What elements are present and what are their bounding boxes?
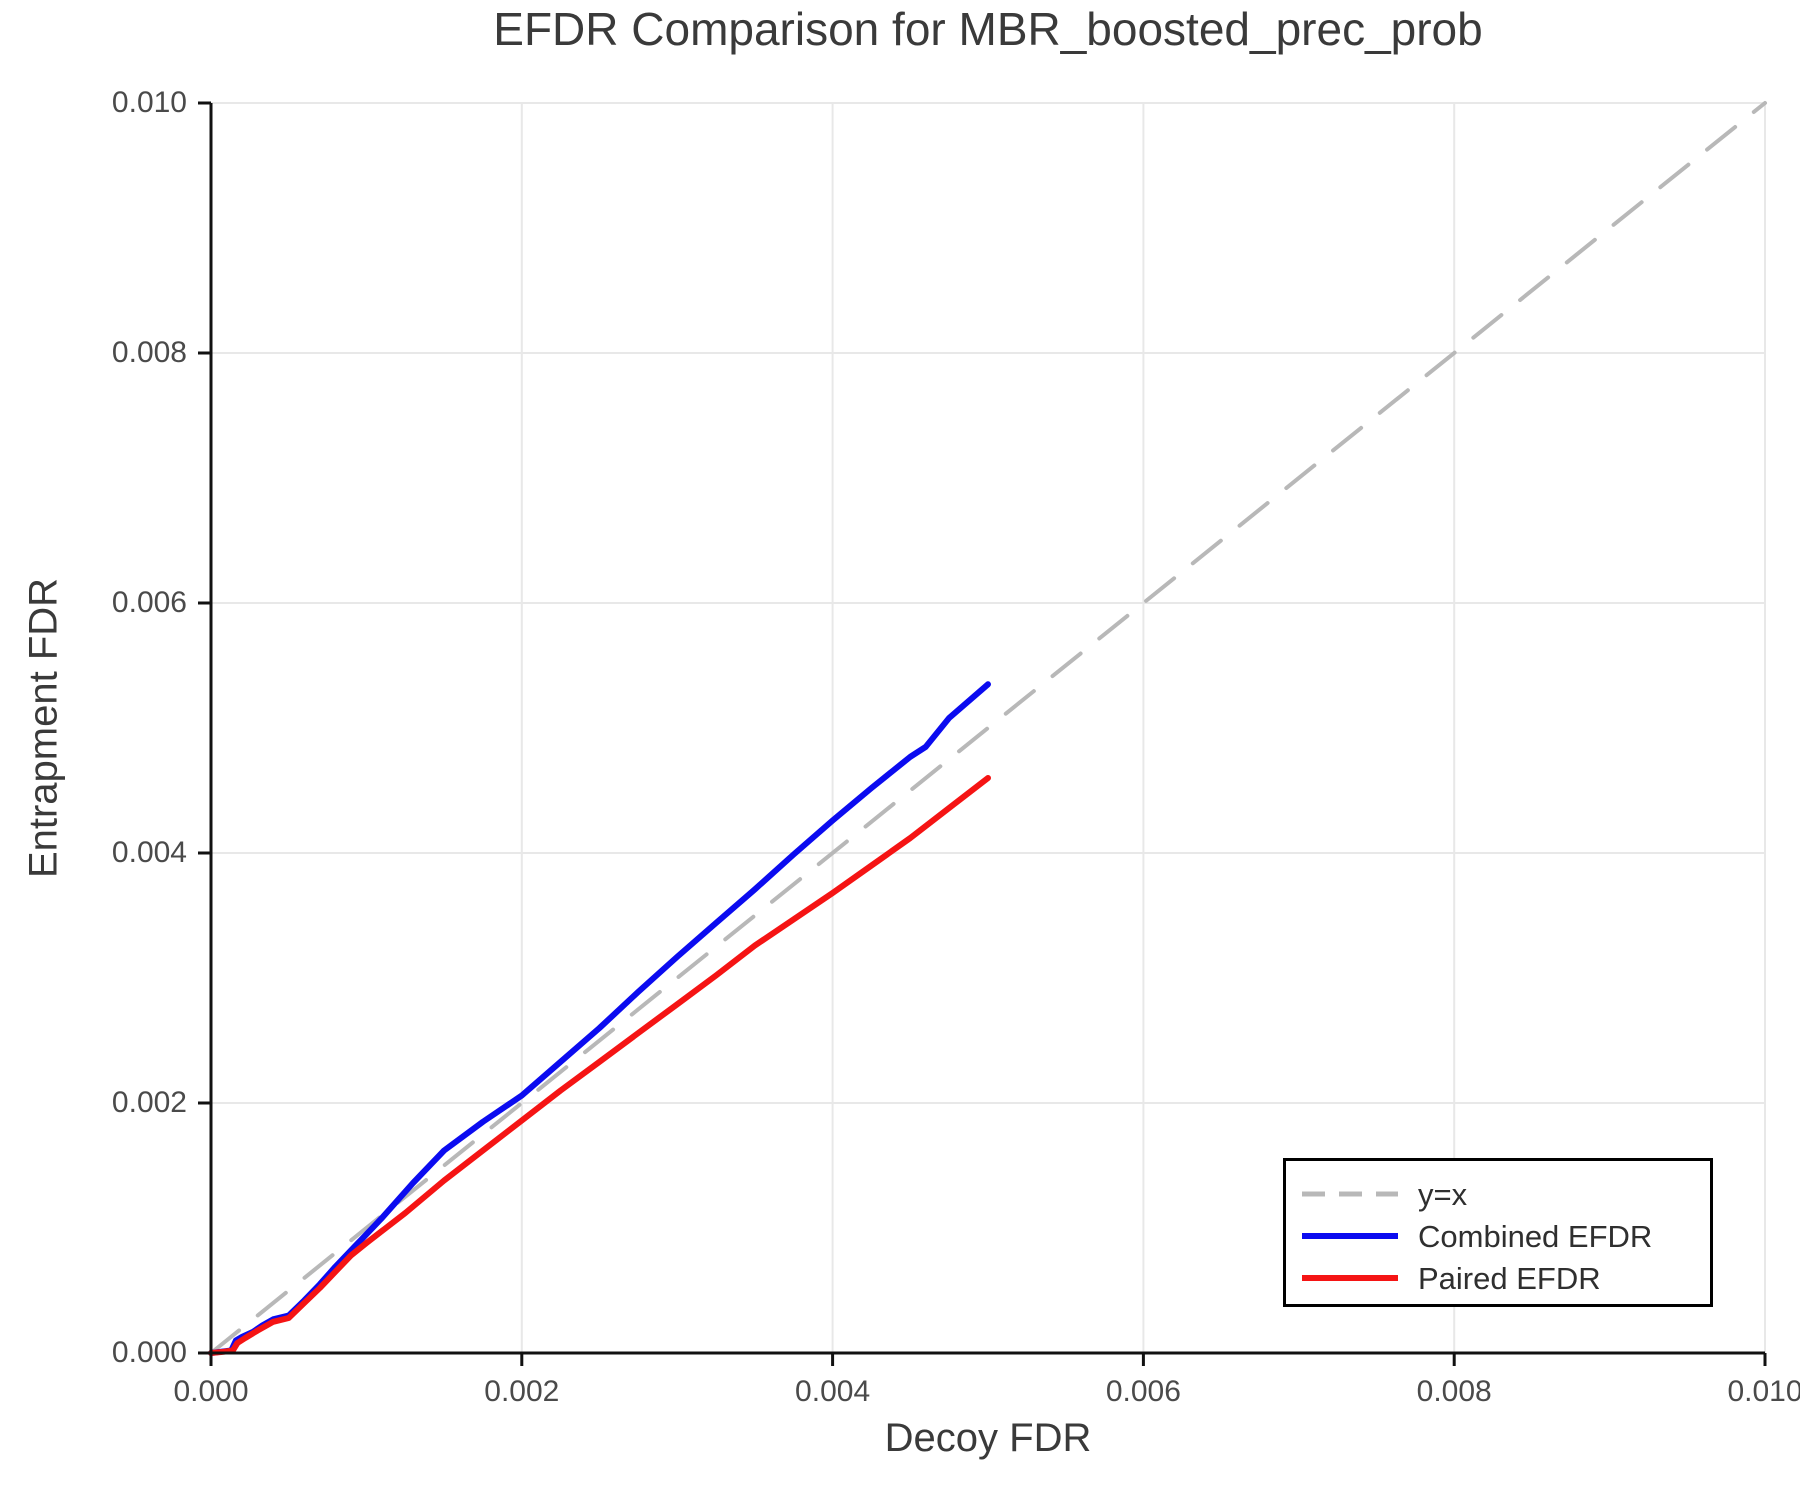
x-tick-label: 0.000: [173, 1375, 249, 1408]
legend-label-combined-efdr: Combined EFDR: [1418, 1218, 1653, 1254]
x-tick-label: 0.006: [1105, 1375, 1181, 1408]
y-tick-label: 0.010: [111, 86, 187, 119]
series-line-0: [209, 101, 1767, 1355]
y-tick-label: 0.004: [111, 836, 187, 869]
legend: y=x Combined EFDR Paired EFDR: [1283, 1158, 1713, 1307]
legend-label-yx: y=x: [1418, 1176, 1468, 1212]
legend-row-combined-efdr: Combined EFDR: [1302, 1215, 1710, 1257]
y-tick-label: 0.002: [111, 1086, 187, 1119]
x-tick-label: 0.002: [484, 1375, 560, 1408]
series-line-1: [208, 681, 991, 1356]
x-tick-label: 0.010: [1727, 1375, 1800, 1408]
y-tick-label: 0.006: [111, 586, 187, 619]
y-axis-label: Entrapment FDR: [21, 577, 66, 879]
x-axis-label: Decoy FDR: [884, 1416, 1092, 1460]
y-tick-label: 0.000: [111, 1336, 187, 1369]
red-line-sample-icon: [1302, 1275, 1398, 1281]
x-tick-label: 0.004: [795, 1375, 871, 1408]
y-tick-label: 0.008: [111, 336, 187, 369]
legend-row-paired-efdr: Paired EFDR: [1302, 1257, 1710, 1299]
data-series-lines: [208, 101, 1767, 1356]
dashed-line-sample-icon: [1302, 1191, 1398, 1197]
blue-line-sample-icon: [1302, 1233, 1398, 1239]
legend-label-paired-efdr: Paired EFDR: [1418, 1260, 1601, 1296]
axis-spines-and-ticks: [198, 101, 1767, 1366]
x-tick-label: 0.008: [1416, 1375, 1492, 1408]
chart-title: EFDR Comparison for MBR_boosted_prec_pro…: [493, 3, 1483, 55]
legend-row-yx: y=x: [1302, 1173, 1710, 1215]
gridlines: [210, 102, 1766, 1354]
series-line-2: [208, 775, 991, 1356]
